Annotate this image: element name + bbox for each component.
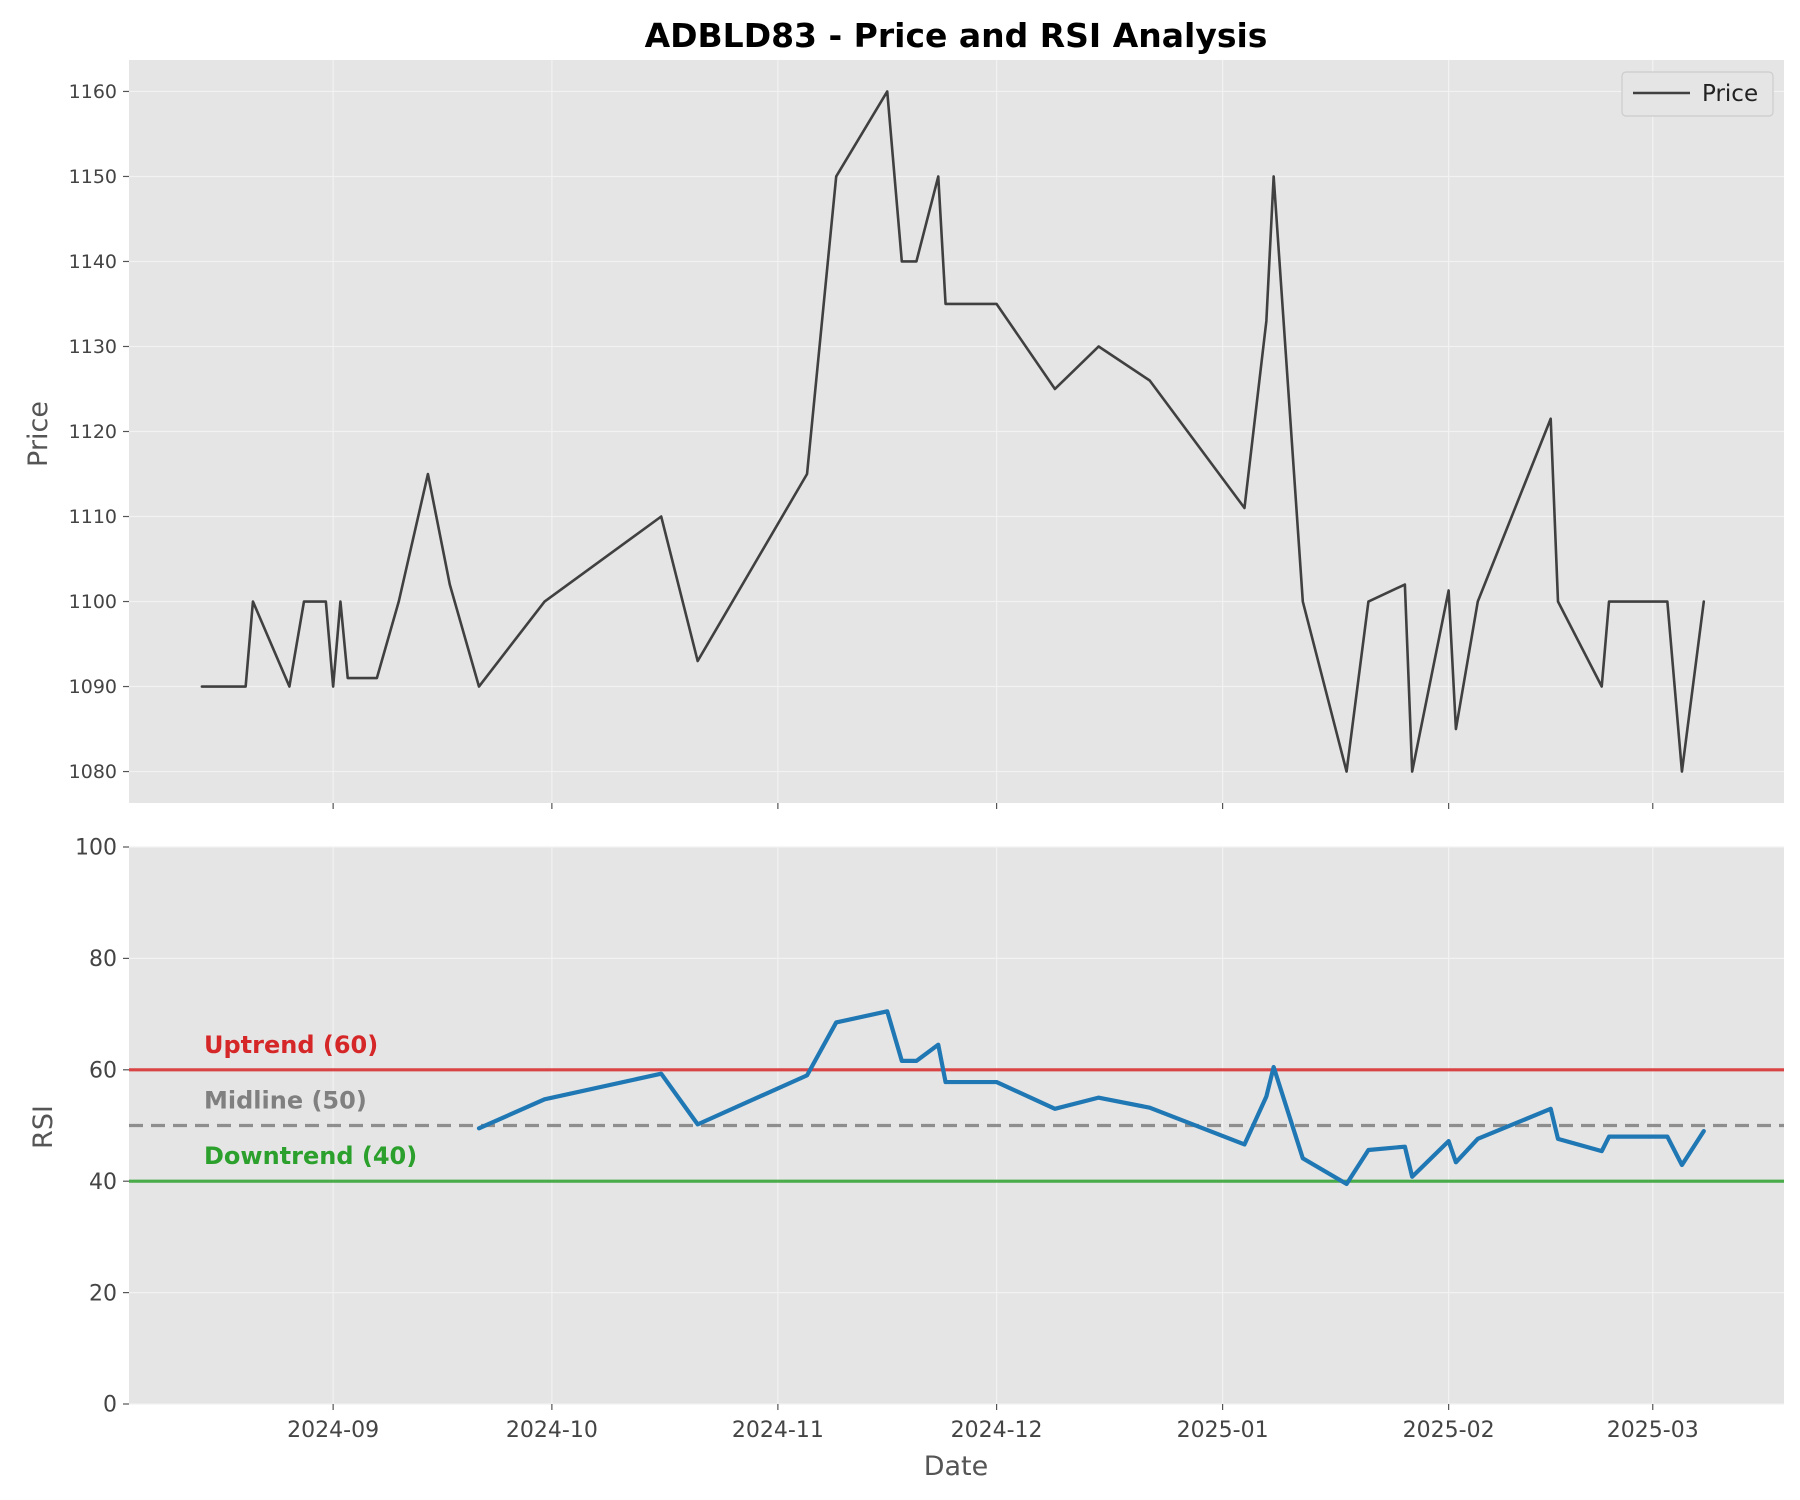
reference-label-40: Downtrend (40) <box>204 1142 417 1170</box>
rsi-x-axis: 2024-09 2024-10 2024-11 2024-12 2025-01 2025-… <box>287 1404 1699 1443</box>
reference-label-50: Midline (50) <box>204 1087 367 1115</box>
price-series-line <box>200 90 1706 773</box>
reference-label-60: Uptrend (60) <box>204 1031 378 1059</box>
price-ytick-label: 1160 <box>69 81 117 103</box>
price-ytick-label: 1090 <box>69 676 117 698</box>
price-y-axis: 1080 1090 1100 1110 1120 1130 1140 1150 1160 <box>69 81 129 783</box>
price-legend: Price <box>1621 71 1774 117</box>
rsi-reference-lines: Uptrend (60) Midline (50) Downtrend (40) <box>129 1031 1784 1183</box>
chart-title: ADBLD83 - Price and RSI Analysis <box>645 16 1268 55</box>
x-axis-label: Date <box>924 1451 989 1482</box>
rsi-series-group <box>476 1009 1706 1187</box>
rsi-series-line <box>476 1009 1706 1187</box>
legend-label-price: Price <box>1702 81 1758 107</box>
price-ytick-label: 1110 <box>69 506 117 528</box>
price-series-group <box>200 90 1706 773</box>
xtick-label: 2024-10 <box>506 1418 598 1443</box>
xtick-label: 2024-11 <box>732 1418 824 1443</box>
xtick-label: 2025-01 <box>1177 1418 1269 1443</box>
xtick-label: 2025-03 <box>1607 1418 1699 1443</box>
rsi-ytick-label: 40 <box>89 1170 117 1195</box>
price-ytick-label: 1150 <box>69 166 117 188</box>
price-ytick-label: 1140 <box>69 251 117 273</box>
xtick-label: 2024-09 <box>287 1418 379 1443</box>
price-x-axis <box>332 803 1654 809</box>
rsi-ytick-label: 100 <box>75 836 117 861</box>
xtick-label: 2024-12 <box>951 1418 1043 1443</box>
rsi-ytick-label: 60 <box>89 1059 117 1084</box>
rsi-panel: 0 20 40 60 80 100 2024-09 2024-10 2024-11 2024-1… <box>28 836 1784 1482</box>
price-panel: 1080 1090 1100 1110 1120 1130 1140 1150 1160 Pri… <box>23 60 1784 809</box>
price-grid <box>129 60 1784 803</box>
price-ytick-label: 1100 <box>69 591 117 613</box>
price-ytick-label: 1120 <box>69 421 117 443</box>
price-y-axis-label: Price <box>23 401 54 467</box>
rsi-ytick-label: 0 <box>103 1393 117 1418</box>
rsi-y-axis-label: RSI <box>28 1105 59 1149</box>
rsi-ytick-label: 20 <box>89 1281 117 1306</box>
price-ytick-label: 1080 <box>69 761 117 783</box>
legend-box <box>1621 71 1774 117</box>
rsi-y-axis: 0 20 40 60 80 100 <box>75 836 129 1418</box>
xtick-label: 2025-02 <box>1403 1418 1495 1443</box>
rsi-ytick-label: 80 <box>89 947 117 972</box>
price-ytick-label: 1130 <box>69 336 117 358</box>
